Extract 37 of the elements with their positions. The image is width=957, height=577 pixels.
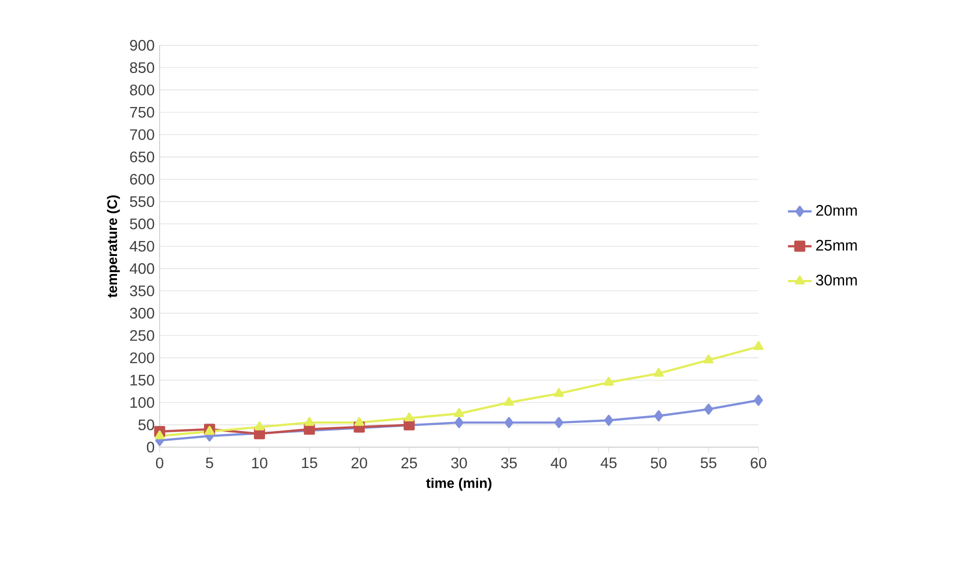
y-tick-label: 450 (130, 240, 154, 252)
y-tick-label: 600 (130, 174, 154, 185)
y-tick-label: 650 (130, 151, 154, 162)
y-tick-label: 850 (130, 62, 154, 73)
x-tick-label: 60 (750, 458, 766, 468)
x-tick-label: 10 (252, 458, 268, 468)
x-tick-label: 50 (650, 458, 667, 468)
y-tick-label: 900 (130, 40, 154, 51)
y-tick-label: 400 (130, 263, 154, 274)
x-tick-label: 15 (302, 458, 318, 468)
y-axis-title: temperature (C) (106, 195, 120, 298)
legend-label: 20mm (816, 204, 857, 216)
y-tick-label: 0 (146, 442, 154, 452)
y-tick-label: 50 (138, 419, 154, 430)
y-tick-label: 750 (130, 106, 154, 118)
x-tick-label: 25 (401, 458, 417, 468)
x-tick-label: 20 (352, 458, 368, 468)
x-tick-label: 35 (501, 458, 517, 468)
x-tick-label: 40 (550, 458, 567, 468)
y-tick-label: 800 (130, 84, 154, 96)
x-tick-label: 0 (156, 458, 164, 468)
y-tick-label: 350 (130, 285, 154, 296)
x-tick-label: 55 (700, 458, 716, 468)
y-tick-label: 100 (130, 397, 154, 408)
legend-label: 30mm (816, 274, 857, 286)
y-tick-label: 500 (130, 218, 154, 230)
y-tick-label: 550 (130, 196, 154, 207)
y-tick-label: 300 (130, 308, 154, 319)
y-tick-label: 150 (130, 374, 154, 386)
y-tick-label: 200 (130, 352, 154, 364)
y-tick-label: 250 (130, 330, 154, 341)
x-tick-label: 45 (600, 458, 617, 468)
x-tick-label: 5 (206, 458, 214, 468)
legend-label: 25mm (816, 240, 857, 251)
x-axis-title: time (min) (426, 478, 492, 491)
y-tick-label: 700 (130, 129, 154, 140)
x-tick-label: 30 (451, 458, 467, 468)
